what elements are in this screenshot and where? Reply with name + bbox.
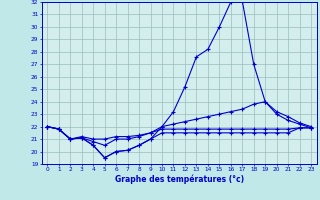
X-axis label: Graphe des températures (°c): Graphe des températures (°c) bbox=[115, 175, 244, 184]
